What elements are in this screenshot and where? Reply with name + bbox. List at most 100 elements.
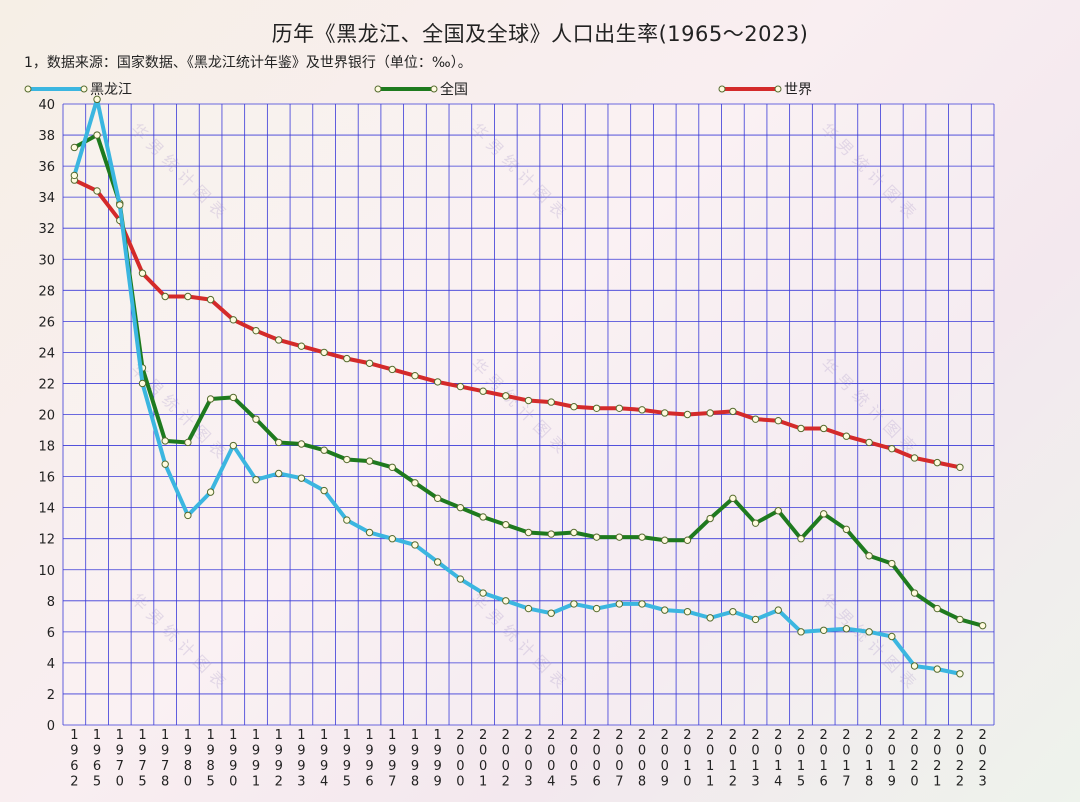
data-point <box>456 503 465 512</box>
y-tick-label: 10 <box>38 564 55 579</box>
data-point <box>456 575 465 583</box>
legend-label: 世界 <box>784 82 812 98</box>
data-point <box>751 519 760 527</box>
y-tick-label: 16 <box>38 471 55 486</box>
legend: 黑龙江 全国 世界 <box>24 81 812 98</box>
data-point <box>547 609 555 617</box>
legend-marker <box>374 85 382 93</box>
data-point <box>661 409 669 417</box>
data-point <box>524 396 533 405</box>
data-point <box>910 589 919 597</box>
data-point <box>343 516 351 524</box>
data-point <box>592 604 601 613</box>
legend-marker <box>774 85 782 93</box>
data-point <box>706 614 714 622</box>
data-point <box>411 371 419 380</box>
data-point <box>774 417 782 425</box>
data-point <box>252 415 260 423</box>
y-tick-label: 2 <box>47 688 55 703</box>
y-tick-label: 0 <box>47 719 55 734</box>
data-point <box>592 533 601 541</box>
data-point <box>888 444 896 453</box>
y-tick-label: 38 <box>38 129 55 144</box>
data-point <box>524 604 533 613</box>
data-point <box>638 406 646 414</box>
data-point <box>479 387 487 395</box>
data-point <box>615 600 624 608</box>
y-tick-label: 36 <box>38 160 55 175</box>
data-point <box>933 458 941 467</box>
data-point <box>729 407 737 416</box>
data-point <box>910 454 919 462</box>
chart-title: 历年《黑龙江、全国及全球》人口出生率(1965～2023) <box>271 22 809 46</box>
data-point <box>502 521 510 529</box>
data-point <box>320 446 328 454</box>
data-point <box>638 533 646 541</box>
legend-marker <box>718 85 726 93</box>
data-point <box>683 410 692 419</box>
data-point <box>729 607 737 616</box>
data-point <box>411 541 419 549</box>
series-line-heilongjiang <box>72 97 962 676</box>
data-point <box>570 600 578 608</box>
y-tick-label: 22 <box>38 377 55 392</box>
data-point <box>774 507 782 515</box>
data-point <box>138 269 147 277</box>
data-point <box>206 295 215 304</box>
data-point <box>888 559 896 568</box>
data-point <box>229 441 238 450</box>
data-point <box>865 438 873 447</box>
data-point <box>797 628 805 636</box>
data-point <box>184 438 192 447</box>
data-point <box>456 382 465 391</box>
data-point <box>683 607 692 616</box>
data-point <box>729 494 737 503</box>
data-point <box>275 336 283 344</box>
data-point <box>570 528 578 537</box>
data-point <box>365 528 374 537</box>
data-point <box>184 292 192 301</box>
data-point <box>661 536 669 544</box>
data-point <box>615 533 624 541</box>
data-point <box>93 131 101 139</box>
data-point <box>797 535 805 543</box>
data-point <box>161 292 169 301</box>
legend-marker <box>80 85 88 93</box>
data-point <box>956 615 964 624</box>
data-point <box>275 438 283 447</box>
data-point <box>865 552 873 560</box>
data-point <box>978 621 987 630</box>
grid <box>62 103 995 726</box>
data-point <box>933 665 941 673</box>
y-tick-label: 40 <box>38 98 55 113</box>
y-tick-label: 14 <box>38 502 55 517</box>
y-tick-label: 12 <box>38 533 55 548</box>
data-point <box>275 469 283 478</box>
data-point <box>433 494 442 503</box>
